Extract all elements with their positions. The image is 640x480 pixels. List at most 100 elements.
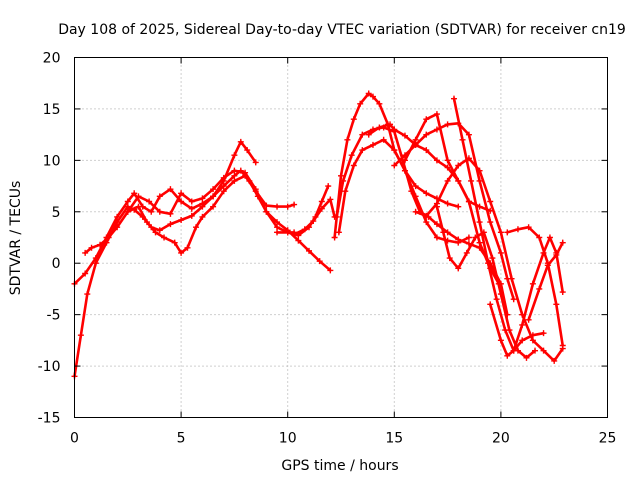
- data-point-marker: [210, 186, 217, 193]
- data-point-marker: [178, 249, 185, 256]
- data-point-marker: [536, 234, 543, 241]
- data-point-marker: [274, 203, 281, 210]
- data-point-marker: [124, 198, 131, 205]
- data-point-marker: [114, 213, 121, 220]
- data-point-marker: [152, 229, 159, 236]
- data-point-marker: [412, 136, 419, 143]
- data-point-marker: [525, 316, 532, 323]
- chart-title: Day 108 of 2025, Sidereal Day-to-day VTE…: [58, 22, 626, 38]
- data-point-marker: [359, 131, 366, 138]
- data-point-marker: [433, 203, 440, 210]
- y-tick-label: -10: [38, 359, 61, 375]
- data-point-marker: [167, 221, 174, 228]
- series-line: [333, 92, 460, 239]
- data-point-marker: [476, 177, 483, 184]
- data-point-marker: [188, 205, 195, 212]
- x-tick-label: 20: [492, 431, 510, 447]
- data-point-marker: [559, 342, 566, 349]
- data-point-marker: [193, 224, 200, 231]
- data-point-marker: [124, 208, 131, 215]
- data-point-marker: [412, 183, 419, 190]
- data-point-marker: [523, 354, 530, 361]
- data-point-marker: [357, 100, 364, 107]
- data-point-marker: [519, 337, 526, 344]
- data-point-marker: [344, 136, 351, 143]
- data-point-marker: [525, 224, 532, 231]
- data-point-marker: [252, 159, 259, 166]
- data-point-marker: [504, 229, 511, 236]
- y-tick-label: 0: [52, 256, 61, 272]
- data-point-marker: [433, 157, 440, 164]
- x-tick-label: 15: [385, 431, 403, 447]
- data-point-marker: [105, 234, 112, 241]
- data-point-marker: [380, 136, 387, 143]
- data-point-marker: [231, 167, 238, 174]
- data-point-marker: [423, 219, 430, 226]
- data-point-marker: [476, 239, 483, 246]
- data-point-marker: [135, 193, 142, 200]
- series-track-15: [450, 95, 547, 354]
- data-point-marker: [508, 275, 515, 282]
- series-track-13: [412, 155, 566, 364]
- data-point-marker: [284, 229, 291, 236]
- data-point-marker: [465, 234, 472, 241]
- data-point-marker: [455, 162, 462, 169]
- data-point-marker: [327, 267, 334, 274]
- data-point-marker: [88, 244, 95, 251]
- data-point-marker: [497, 229, 504, 236]
- data-point-marker: [350, 116, 357, 123]
- data-point-marker: [369, 93, 376, 100]
- data-point-marker: [146, 198, 153, 205]
- data-point-marker: [306, 247, 313, 254]
- data-point-marker: [401, 167, 408, 174]
- data-point-marker: [514, 226, 521, 233]
- data-point-marker: [444, 164, 451, 171]
- data-point-marker: [553, 251, 560, 258]
- data-point-marker: [365, 131, 372, 138]
- data-point-marker: [284, 203, 291, 210]
- data-point-marker: [199, 200, 206, 207]
- series-track-14: [433, 203, 539, 361]
- data-point-marker: [510, 296, 517, 303]
- data-point-marker: [412, 208, 419, 215]
- data-point-marker: [401, 132, 408, 139]
- plot-frame: [74, 57, 608, 418]
- data-point-marker: [459, 136, 466, 143]
- data-point-marker: [487, 301, 494, 308]
- data-point-marker: [263, 208, 270, 215]
- data-point-marker: [529, 337, 536, 344]
- data-point-marker: [412, 193, 419, 200]
- data-point-marker: [551, 357, 558, 364]
- data-point-marker: [497, 291, 504, 298]
- data-point-marker: [274, 229, 281, 236]
- data-point-marker: [274, 219, 281, 226]
- data-point-marker: [455, 177, 462, 184]
- data-point-marker: [376, 100, 383, 107]
- series-track-18: [525, 239, 566, 323]
- data-point-marker: [188, 212, 195, 219]
- data-point-marker: [497, 337, 504, 344]
- y-tick-label: -5: [47, 308, 61, 324]
- data-point-marker: [327, 196, 334, 203]
- data-point-marker: [178, 217, 185, 224]
- data-point-marker: [178, 190, 185, 197]
- data-point-marker: [199, 213, 206, 220]
- data-point-marker: [369, 141, 376, 148]
- data-point-marker: [161, 234, 168, 241]
- data-point-marker: [143, 219, 150, 226]
- data-point-marker: [231, 177, 238, 184]
- y-tick-label: 10: [43, 153, 61, 169]
- data-point-marker: [455, 203, 462, 210]
- data-point-marker: [131, 190, 138, 197]
- data-point-marker: [220, 183, 227, 190]
- data-point-marker: [444, 121, 451, 128]
- data-point-marker: [310, 218, 317, 225]
- data-point-marker: [340, 177, 347, 184]
- series-line: [73, 140, 257, 286]
- data-point-marker: [252, 186, 259, 193]
- data-point-marker: [476, 167, 483, 174]
- data-point-marker: [184, 244, 191, 251]
- data-point-marker: [468, 177, 475, 184]
- data-point-marker: [446, 255, 453, 262]
